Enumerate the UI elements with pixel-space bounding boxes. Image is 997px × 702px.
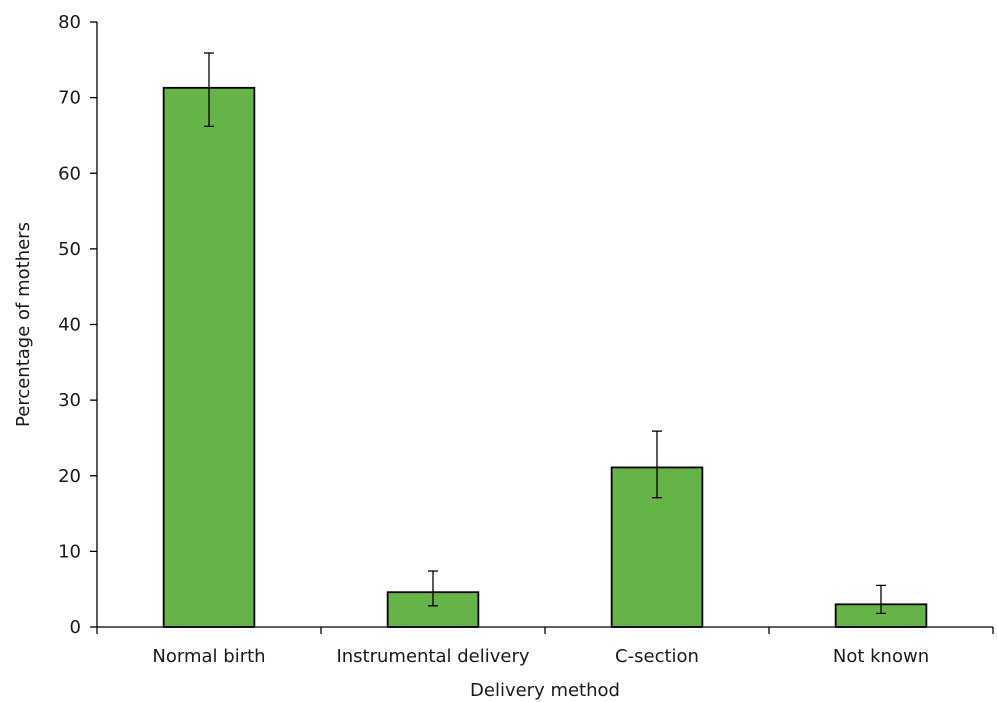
x-axis-category-labels: Normal birth Instrumental delivery C-secti… (152, 646, 929, 667)
bar-normal-birth (162, 86, 256, 628)
y-tick-label: 30 (58, 390, 81, 411)
y-tick-label: 40 (58, 315, 81, 336)
x-category-label: Normal birth (152, 646, 265, 667)
y-axis-ticks: 0 10 20 30 40 50 60 70 80 (58, 12, 97, 638)
bars (162, 86, 928, 628)
x-category-label: Instrumental delivery (336, 646, 529, 667)
error-bar (876, 584, 886, 615)
error-bar (204, 52, 214, 128)
x-category-label: Not known (833, 646, 929, 667)
x-axis-title: Delivery method (470, 680, 620, 701)
y-tick-label: 80 (58, 12, 81, 33)
y-axis-title: Percentage of mothers (13, 222, 34, 427)
x-category-label: C-section (615, 646, 699, 667)
y-tick-label: 60 (58, 163, 81, 184)
y-tick-label: 20 (58, 466, 81, 487)
x-axis-ticks (96, 627, 994, 634)
y-tick-label: 0 (70, 617, 81, 638)
error-bars (204, 52, 886, 615)
y-tick-label: 50 (58, 239, 81, 260)
error-bar (652, 430, 662, 499)
y-tick-label: 70 (58, 88, 81, 109)
error-bar (428, 570, 438, 607)
y-tick-label: 10 (58, 541, 81, 562)
